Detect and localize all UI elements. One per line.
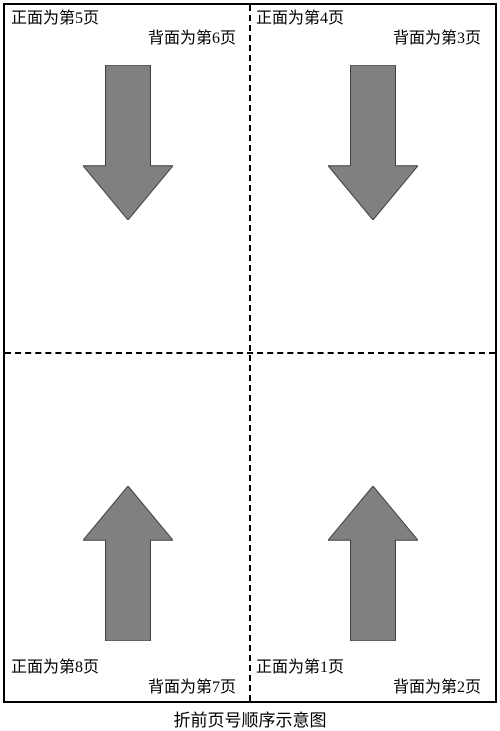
cell-bottom-left: 正面为第8页 背面为第7页 (5, 353, 250, 701)
back-label: 背面为第3页 (393, 29, 481, 48)
front-label: 正面为第4页 (256, 9, 344, 28)
cell-top-right: 正面为第4页 背面为第3页 (250, 5, 495, 353)
arrow-down-icon (328, 65, 418, 220)
cell-top-left: 正面为第5页 背面为第6页 (5, 5, 250, 353)
back-label: 背面为第2页 (393, 678, 481, 697)
arrow-down-icon (83, 65, 173, 220)
back-label: 背面为第7页 (148, 678, 236, 697)
arrow-up-icon (328, 486, 418, 641)
front-label: 正面为第1页 (256, 658, 344, 677)
arrow-up-icon (83, 486, 173, 641)
front-label: 正面为第8页 (11, 658, 99, 677)
caption: 折前页号顺序示意图 (0, 706, 500, 731)
front-label: 正面为第5页 (11, 9, 99, 28)
cell-bottom-right: 正面为第1页 背面为第2页 (250, 353, 495, 701)
grid: 正面为第5页 背面为第6页 正面为第4页 背面为第3页 正面为第8页 背面为第7… (5, 5, 495, 701)
back-label: 背面为第6页 (148, 29, 236, 48)
diagram-frame: 正面为第5页 背面为第6页 正面为第4页 背面为第3页 正面为第8页 背面为第7… (3, 3, 497, 703)
